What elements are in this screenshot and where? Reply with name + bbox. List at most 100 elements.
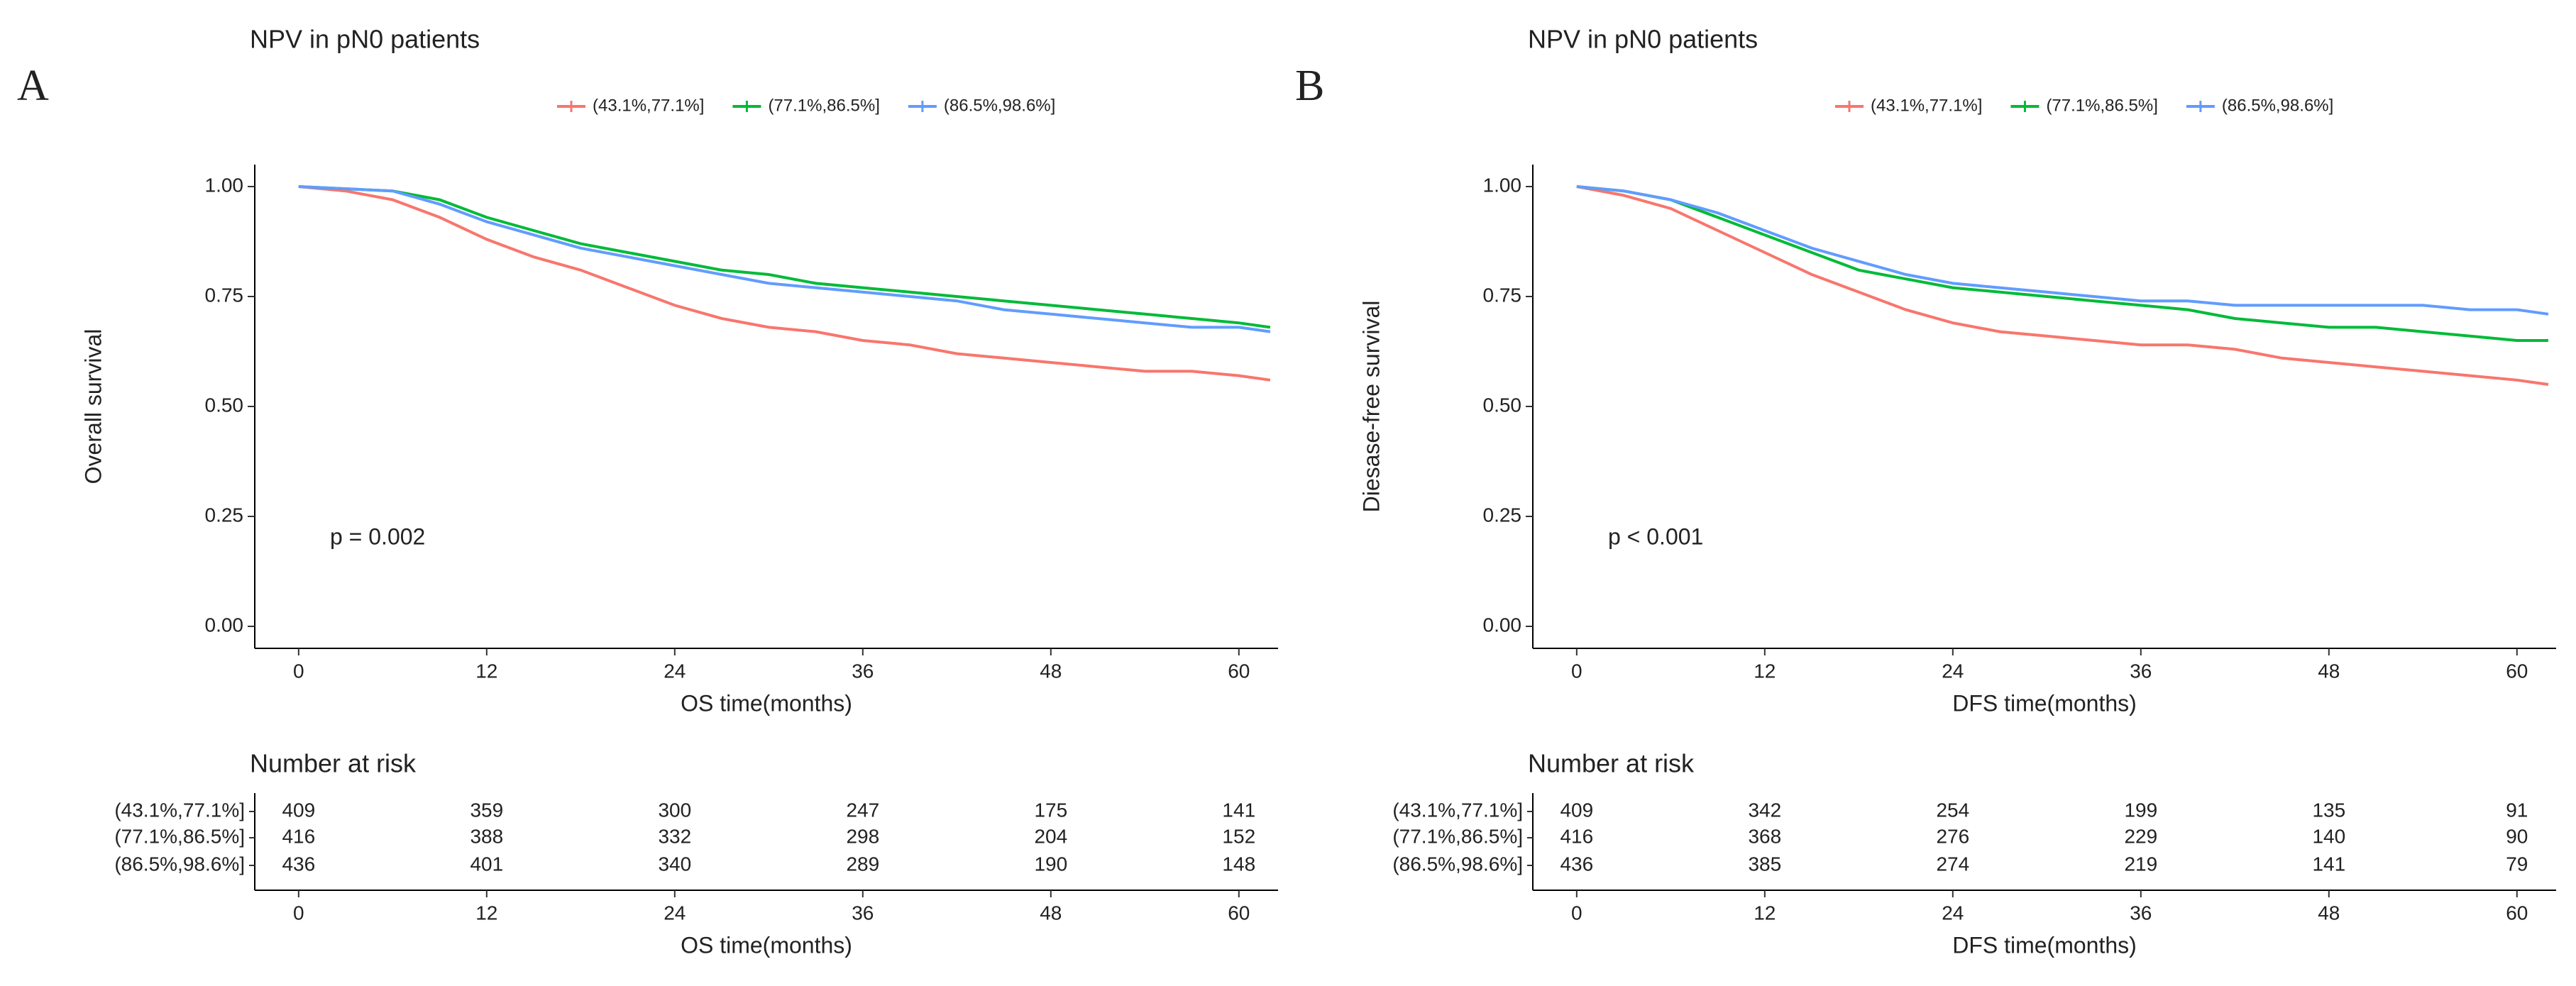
- x-tick-label: 48: [2318, 660, 2340, 682]
- p-value: p = 0.002: [330, 524, 425, 549]
- risk-row-label: (43.1%,77.1%]: [1392, 799, 1523, 821]
- y-tick-label: 0.00: [205, 614, 244, 636]
- legend-label: (86.5%,98.6%]: [2222, 96, 2333, 115]
- survival-line: [1576, 185, 2549, 386]
- risk-x-tick-label: 12: [475, 902, 497, 924]
- survival-line: [1576, 185, 2549, 316]
- legend-label: (77.1%,86.5%]: [768, 96, 879, 115]
- risk-x-tick-label: 24: [664, 902, 686, 924]
- risk-count: 190: [1034, 853, 1067, 875]
- x-tick-label: 0: [1571, 660, 1583, 682]
- risk-row-label: (86.5%,98.6%]: [1392, 853, 1523, 875]
- survival-line: [298, 185, 1271, 329]
- risk-x-tick-label: 36: [2130, 902, 2152, 924]
- risk-count: 152: [1222, 825, 1255, 847]
- survival-line: [298, 185, 1271, 382]
- x-tick-label: 36: [2130, 660, 2152, 682]
- x-tick-label: 12: [475, 660, 497, 682]
- x-tick-label: 48: [1040, 660, 1062, 682]
- risk-count: 135: [2312, 799, 2345, 821]
- y-axis-label: Overall survival: [80, 329, 106, 484]
- y-tick-label: 0.50: [1483, 394, 1522, 416]
- risk-count: 298: [846, 825, 879, 847]
- risk-count: 91: [2506, 799, 2528, 821]
- risk-table-title: Number at risk: [250, 749, 417, 778]
- x-axis-label: DFS time(months): [1952, 690, 2137, 716]
- risk-row-label: (77.1%,86.5%]: [1392, 825, 1523, 847]
- x-tick-label: 12: [1754, 660, 1776, 682]
- x-tick-label: 24: [664, 660, 686, 682]
- survival-line: [298, 185, 1271, 333]
- risk-count: 219: [2124, 853, 2157, 875]
- risk-count: 436: [282, 853, 315, 875]
- risk-x-tick-label: 48: [2318, 902, 2340, 924]
- risk-count: 276: [1936, 825, 1969, 847]
- survival-line: [1576, 185, 2548, 342]
- risk-count: 247: [846, 799, 879, 821]
- risk-count: 409: [1560, 799, 1593, 821]
- risk-x-tick-label: 48: [1040, 902, 1062, 924]
- risk-count: 416: [1560, 825, 1593, 847]
- risk-count: 204: [1034, 825, 1067, 847]
- risk-row-label: (77.1%,86.5%]: [114, 825, 245, 847]
- x-tick-label: 60: [1228, 660, 1250, 682]
- legend-label: (43.1%,77.1%]: [593, 96, 704, 115]
- x-tick-label: 60: [2506, 660, 2528, 682]
- x-axis-label: OS time(months): [681, 690, 852, 716]
- y-tick-label: 1.00: [1483, 174, 1522, 196]
- risk-count: 90: [2506, 825, 2528, 847]
- legend-label: (77.1%,86.5%]: [2046, 96, 2157, 115]
- risk-count: 199: [2124, 799, 2157, 821]
- risk-x-tick-label: 36: [852, 902, 874, 924]
- risk-count: 79: [2506, 853, 2528, 875]
- risk-count: 332: [658, 825, 691, 847]
- panel-label: B: [1295, 62, 1324, 110]
- risk-count: 254: [1936, 799, 1969, 821]
- risk-x-tick-label: 12: [1754, 902, 1776, 924]
- risk-x-tick-label: 60: [2506, 902, 2528, 924]
- risk-count: 229: [2124, 825, 2157, 847]
- y-tick-label: 0.75: [1483, 284, 1522, 306]
- risk-x-tick-label: 60: [1228, 902, 1250, 924]
- risk-table-title: Number at risk: [1528, 749, 1695, 778]
- risk-x-axis-label: DFS time(months): [1952, 932, 2137, 958]
- risk-count: 148: [1222, 853, 1255, 875]
- risk-count: 368: [1748, 825, 1781, 847]
- risk-row-label: (43.1%,77.1%]: [114, 799, 245, 821]
- y-tick-label: 0.50: [205, 394, 244, 416]
- risk-x-tick-label: 24: [1942, 902, 1964, 924]
- risk-x-tick-label: 0: [293, 902, 304, 924]
- risk-count: 359: [470, 799, 503, 821]
- risk-x-tick-label: 0: [1571, 902, 1583, 924]
- risk-count: 140: [2312, 825, 2345, 847]
- risk-count: 340: [658, 853, 691, 875]
- y-tick-label: 1.00: [205, 174, 244, 196]
- risk-count: 388: [470, 825, 503, 847]
- chart-title: NPV in pN0 patients: [250, 25, 480, 54]
- p-value: p < 0.001: [1608, 524, 1703, 549]
- x-tick-label: 24: [1942, 660, 1964, 682]
- risk-x-axis-label: OS time(months): [681, 932, 852, 958]
- chart-title: NPV in pN0 patients: [1528, 25, 1758, 54]
- y-tick-label: 0.00: [1483, 614, 1522, 636]
- risk-count: 401: [470, 853, 503, 875]
- risk-count: 300: [658, 799, 691, 821]
- panel-label: A: [17, 62, 49, 110]
- risk-count: 409: [282, 799, 315, 821]
- risk-count: 274: [1936, 853, 1969, 875]
- risk-count: 141: [2312, 853, 2345, 875]
- legend-label: (86.5%,98.6%]: [944, 96, 1055, 115]
- risk-count: 385: [1748, 853, 1781, 875]
- risk-row-label: (86.5%,98.6%]: [114, 853, 245, 875]
- x-tick-label: 0: [293, 660, 304, 682]
- legend-label: (43.1%,77.1%]: [1871, 96, 1982, 115]
- risk-count: 175: [1034, 799, 1067, 821]
- y-tick-label: 0.25: [1483, 504, 1522, 526]
- risk-count: 141: [1222, 799, 1255, 821]
- y-tick-label: 0.75: [205, 284, 244, 306]
- risk-count: 436: [1560, 853, 1593, 875]
- risk-count: 289: [846, 853, 879, 875]
- y-tick-label: 0.25: [205, 504, 244, 526]
- risk-count: 416: [282, 825, 315, 847]
